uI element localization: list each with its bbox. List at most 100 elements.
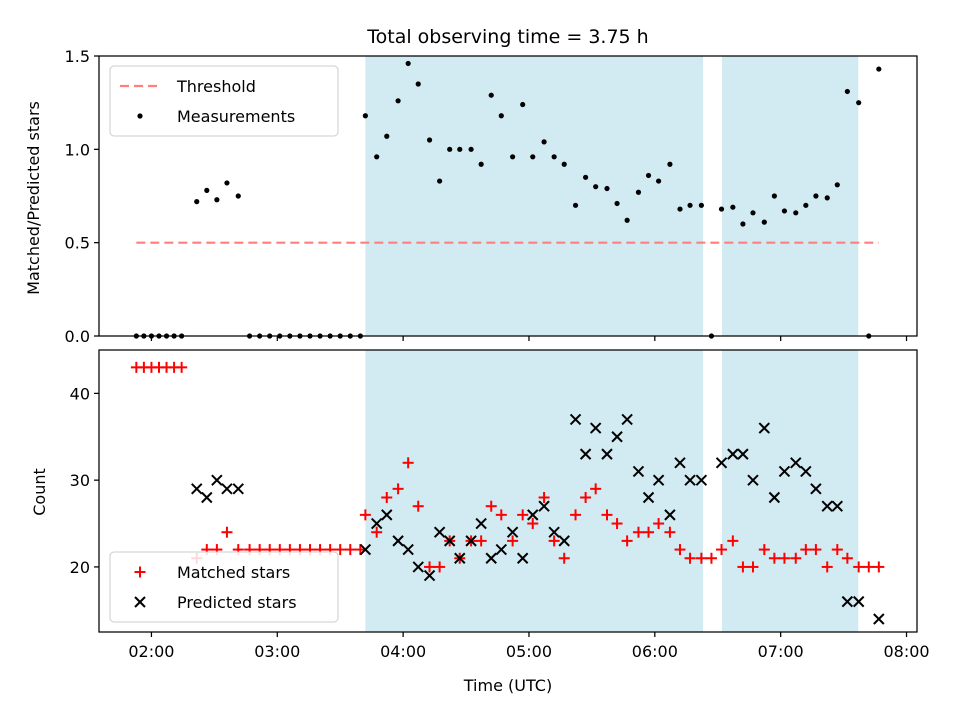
predicted-stars-point (443, 535, 456, 547)
predicted-stars-point (873, 613, 885, 625)
matched-stars-point (841, 552, 853, 564)
predicted-stars-point (558, 535, 570, 547)
measurements-point (468, 146, 474, 152)
predicted-stars-point (221, 483, 233, 495)
matched-stars-legend-label: Matched stars (177, 563, 290, 582)
matched-stars-point (821, 561, 833, 573)
predicted-stars-point (506, 526, 519, 538)
measurements-point (824, 195, 830, 201)
matched-stars-point (601, 509, 613, 521)
measurements-point (362, 113, 368, 119)
predicted-stars-point (485, 552, 497, 564)
predicted-stars-point (642, 491, 655, 504)
ratio-panel-legend: Threshold Measurements (109, 65, 339, 137)
measurements-point (572, 202, 579, 208)
measurements-legend-swatch (137, 113, 143, 119)
measurements-point (510, 154, 516, 160)
measurements-point (384, 133, 390, 139)
predicted-stars-point (392, 535, 404, 547)
predicted-stars-point (569, 413, 582, 426)
count-shaded-interval-2 (721, 350, 859, 632)
predicted-stars-legend-label: Predicted stars (177, 593, 297, 612)
matched-stars-point (580, 492, 592, 504)
count-panel-marks (130, 361, 885, 625)
matched-stars-point (412, 500, 424, 512)
measurements-point (677, 206, 683, 212)
measurements-point (593, 184, 599, 190)
x-axis-label: Time (UTC) (463, 676, 552, 695)
ratio-panel-marks (133, 60, 882, 339)
predicted-stars-point (381, 509, 393, 521)
count-shaded-interval-1 (365, 350, 704, 632)
measurements-point (614, 200, 620, 207)
chart-title: Total observing time = 3.75 h (366, 26, 648, 48)
predicted-stars-point (589, 422, 602, 434)
ratio-y-tick-label: 0.0 (65, 327, 90, 346)
matched-stars-point (674, 544, 686, 556)
predicted-stars-point (601, 448, 613, 460)
measurements-point (541, 139, 547, 145)
predicted-stars-point (579, 448, 592, 460)
predicted-stars-point (412, 561, 424, 573)
measurements-point (876, 66, 882, 72)
matched-stars-point (853, 561, 865, 573)
matched-stars-point (790, 552, 802, 564)
x-tick-label: 04:00 (380, 642, 426, 661)
matched-stars-point (548, 535, 560, 547)
predicted-stars-point (423, 569, 436, 582)
predicted-stars-point (758, 422, 771, 434)
matched-stars-point (632, 526, 644, 538)
predicted-stars-point (768, 491, 781, 504)
matched-stars-point (590, 483, 602, 495)
x-tick-label: 07:00 (758, 642, 804, 661)
predicted-stars-point (495, 543, 507, 556)
predicted-stars-point (621, 413, 633, 426)
measurements-point (698, 202, 704, 208)
ratio-panel-y-ticks: 0.0 0.5 1.0 1.5 (65, 47, 99, 346)
count-y-tick-label: 30 (70, 471, 90, 490)
matched-stars-point (359, 509, 371, 521)
measurements-legend-label: Measurements (177, 107, 295, 126)
measurements-point (730, 204, 736, 210)
count-panel-frame (98, 349, 918, 633)
matched-stars-point (621, 535, 633, 547)
measurements-point (415, 81, 421, 87)
count-panel-y-ticks: 20 30 40 (70, 384, 99, 577)
predicted-stars-point (821, 500, 833, 512)
matched-stars-point (653, 518, 665, 530)
ratio-panel-x-ticks (150, 336, 908, 341)
measurements-point (374, 154, 380, 160)
ratio-shaded-interval-1 (365, 56, 704, 336)
count-panel-legend: Matched stars Predicted stars (109, 551, 339, 623)
matched-stars-point (176, 361, 188, 373)
measurements-point (803, 202, 809, 208)
matched-stars-point (611, 518, 623, 530)
matched-stars-point (485, 500, 497, 512)
matched-stars-point (344, 544, 356, 556)
measurements-point (224, 180, 230, 186)
measurements-point (561, 161, 567, 167)
matched-stars-point (863, 561, 875, 573)
matched-stars-point (643, 526, 655, 538)
x-tick-label: 08:00 (883, 642, 929, 661)
matched-stars-point (381, 492, 393, 504)
predicted-stars-point (191, 483, 203, 495)
measurements-point (750, 210, 756, 216)
predicted-stars-point (737, 448, 749, 460)
count-panel-x-ticks: 02:00 03:00 04:00 05:00 06:00 07:00 08:00 (128, 632, 930, 661)
measurements-point (856, 100, 862, 106)
measurements-point (635, 189, 642, 195)
measurements-point (437, 178, 443, 184)
measurements-point (214, 197, 220, 203)
predicted-stars-point (475, 517, 487, 530)
matched-stars-point (737, 561, 749, 573)
matched-stars-point (810, 544, 822, 556)
matched-stars-point (747, 561, 759, 573)
matched-stars-point (570, 509, 582, 521)
matched-stars-point (873, 561, 885, 573)
measurements-point (457, 146, 463, 152)
matched-stars-point (664, 526, 676, 538)
ratio-y-tick-label: 0.5 (65, 234, 90, 253)
measurements-point (204, 187, 210, 193)
ratio-panel: 0.0 0.5 1.0 1.5 Matched/Predicted stars Thr… (24, 47, 918, 346)
